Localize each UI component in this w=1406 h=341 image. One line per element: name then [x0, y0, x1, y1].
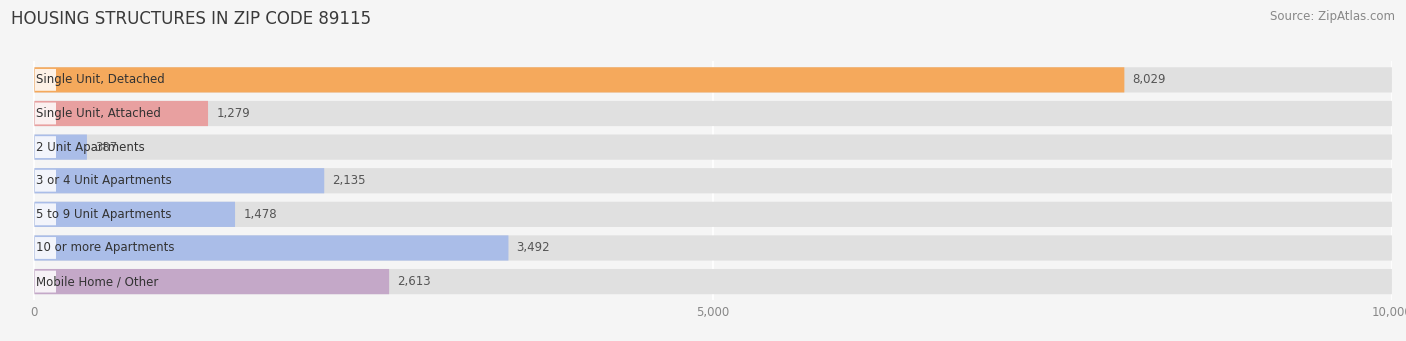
- Text: Single Unit, Attached: Single Unit, Attached: [35, 107, 160, 120]
- Text: Mobile Home / Other: Mobile Home / Other: [35, 275, 157, 288]
- FancyBboxPatch shape: [35, 69, 56, 91]
- FancyBboxPatch shape: [34, 269, 1392, 294]
- Text: 5 to 9 Unit Apartments: 5 to 9 Unit Apartments: [35, 208, 172, 221]
- Text: 2,135: 2,135: [332, 174, 366, 187]
- Text: 2,613: 2,613: [398, 275, 430, 288]
- FancyBboxPatch shape: [34, 202, 1392, 227]
- FancyBboxPatch shape: [34, 134, 87, 160]
- FancyBboxPatch shape: [34, 235, 1392, 261]
- FancyBboxPatch shape: [34, 168, 325, 193]
- FancyBboxPatch shape: [34, 202, 235, 227]
- FancyBboxPatch shape: [34, 101, 208, 126]
- FancyBboxPatch shape: [35, 170, 56, 192]
- Text: Source: ZipAtlas.com: Source: ZipAtlas.com: [1270, 10, 1395, 23]
- FancyBboxPatch shape: [34, 134, 1392, 160]
- FancyBboxPatch shape: [34, 101, 1392, 126]
- FancyBboxPatch shape: [35, 237, 56, 259]
- FancyBboxPatch shape: [34, 269, 389, 294]
- FancyBboxPatch shape: [34, 235, 509, 261]
- FancyBboxPatch shape: [35, 271, 56, 293]
- FancyBboxPatch shape: [34, 67, 1125, 92]
- FancyBboxPatch shape: [35, 103, 56, 124]
- Text: 387: 387: [96, 140, 117, 153]
- Text: 1,279: 1,279: [217, 107, 250, 120]
- Text: 3,492: 3,492: [516, 241, 550, 254]
- FancyBboxPatch shape: [35, 204, 56, 225]
- FancyBboxPatch shape: [35, 136, 56, 158]
- Text: 10 or more Apartments: 10 or more Apartments: [35, 241, 174, 254]
- Text: 3 or 4 Unit Apartments: 3 or 4 Unit Apartments: [35, 174, 172, 187]
- Text: 2 Unit Apartments: 2 Unit Apartments: [35, 140, 145, 153]
- Text: 8,029: 8,029: [1132, 73, 1166, 86]
- Text: Single Unit, Detached: Single Unit, Detached: [35, 73, 165, 86]
- FancyBboxPatch shape: [34, 67, 1392, 92]
- Text: HOUSING STRUCTURES IN ZIP CODE 89115: HOUSING STRUCTURES IN ZIP CODE 89115: [11, 10, 371, 28]
- Text: 1,478: 1,478: [243, 208, 277, 221]
- FancyBboxPatch shape: [34, 168, 1392, 193]
